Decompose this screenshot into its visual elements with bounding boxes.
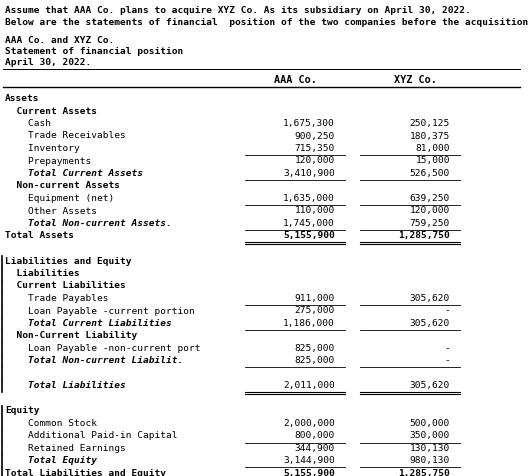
Text: 110,000: 110,000 xyxy=(295,206,335,215)
Text: Total Liabilities: Total Liabilities xyxy=(5,381,126,390)
Text: 1,285,750: 1,285,750 xyxy=(398,468,450,476)
Text: 1,186,000: 1,186,000 xyxy=(283,318,335,327)
Text: 3,144,900: 3,144,900 xyxy=(283,456,335,465)
Text: 715,350: 715,350 xyxy=(295,144,335,153)
Text: 15,000: 15,000 xyxy=(415,156,450,165)
Text: 5,155,900: 5,155,900 xyxy=(283,231,335,240)
Text: 350,000: 350,000 xyxy=(410,431,450,439)
Text: Retained Earnings: Retained Earnings xyxy=(5,443,126,452)
Text: 2,000,000: 2,000,000 xyxy=(283,418,335,427)
Text: Assets: Assets xyxy=(5,94,40,103)
Text: Equity: Equity xyxy=(5,406,40,415)
Text: Non-Current Liability: Non-Current Liability xyxy=(5,331,137,340)
Text: 1,675,300: 1,675,300 xyxy=(283,119,335,128)
Text: 305,620: 305,620 xyxy=(410,381,450,390)
Text: 911,000: 911,000 xyxy=(295,293,335,302)
Text: Inventory: Inventory xyxy=(5,144,80,153)
Text: 2,011,000: 2,011,000 xyxy=(283,381,335,390)
Text: Trade Receivables: Trade Receivables xyxy=(5,131,126,140)
Text: -: - xyxy=(444,306,450,315)
Text: Liabilities: Liabilities xyxy=(5,268,80,278)
Text: Current Assets: Current Assets xyxy=(5,106,97,115)
Text: AAA Co.: AAA Co. xyxy=(273,75,316,85)
Text: 120,000: 120,000 xyxy=(295,156,335,165)
Text: Total Equity: Total Equity xyxy=(5,456,97,465)
Text: Additional Paid-in Capital: Additional Paid-in Capital xyxy=(5,431,178,439)
Text: Below are the statements of financial  position of the two companies before the : Below are the statements of financial po… xyxy=(5,18,529,27)
Text: Cash: Cash xyxy=(5,119,51,128)
Text: -: - xyxy=(444,343,450,352)
Text: 5,155,900: 5,155,900 xyxy=(283,468,335,476)
Text: April 30, 2022.: April 30, 2022. xyxy=(5,58,91,67)
Text: Total Current Liabilities: Total Current Liabilities xyxy=(5,318,172,327)
Text: 825,000: 825,000 xyxy=(295,356,335,365)
Text: 1,745,000: 1,745,000 xyxy=(283,218,335,228)
Text: 120,000: 120,000 xyxy=(410,206,450,215)
Text: AAA Co. and XYZ Co.: AAA Co. and XYZ Co. xyxy=(5,36,114,45)
Text: Total Current Assets: Total Current Assets xyxy=(5,169,143,178)
Text: Equipment (net): Equipment (net) xyxy=(5,194,114,203)
Text: 639,250: 639,250 xyxy=(410,194,450,203)
Text: 275,000: 275,000 xyxy=(295,306,335,315)
Text: 980,130: 980,130 xyxy=(410,456,450,465)
Text: 305,620: 305,620 xyxy=(410,293,450,302)
Text: Assume that AAA Co. plans to acquire XYZ Co. As its subsidiary on April 30, 2022: Assume that AAA Co. plans to acquire XYZ… xyxy=(5,6,471,15)
Text: 1,285,750: 1,285,750 xyxy=(398,231,450,240)
Text: Prepayments: Prepayments xyxy=(5,156,91,165)
Text: Total Non-current Liabilit.: Total Non-current Liabilit. xyxy=(5,356,183,365)
Text: 825,000: 825,000 xyxy=(295,343,335,352)
Text: 305,620: 305,620 xyxy=(410,318,450,327)
Text: Liabilities and Equity: Liabilities and Equity xyxy=(5,256,132,265)
Text: 81,000: 81,000 xyxy=(415,144,450,153)
Text: Other Assets: Other Assets xyxy=(5,206,97,215)
Text: 526,500: 526,500 xyxy=(410,169,450,178)
Text: 800,000: 800,000 xyxy=(295,431,335,439)
Text: Statement of financial position: Statement of financial position xyxy=(5,47,183,56)
Text: 759,250: 759,250 xyxy=(410,218,450,228)
Text: -: - xyxy=(444,356,450,365)
Text: 250,125: 250,125 xyxy=(410,119,450,128)
Text: Total Non-current Assets.: Total Non-current Assets. xyxy=(5,218,172,228)
Text: 180,375: 180,375 xyxy=(410,131,450,140)
Text: 130,130: 130,130 xyxy=(410,443,450,452)
Text: Trade Payables: Trade Payables xyxy=(5,293,108,302)
Text: 3,410,900: 3,410,900 xyxy=(283,169,335,178)
Text: Loan Payable -current portion: Loan Payable -current portion xyxy=(5,306,195,315)
Text: Loan Payable -non-current port: Loan Payable -non-current port xyxy=(5,343,200,352)
Text: Common Stock: Common Stock xyxy=(5,418,97,427)
Text: Current Liabilities: Current Liabilities xyxy=(5,281,126,290)
Text: XYZ Co.: XYZ Co. xyxy=(394,75,436,85)
Text: Total Liabilities and Equity: Total Liabilities and Equity xyxy=(5,468,166,476)
Text: 900,250: 900,250 xyxy=(295,131,335,140)
Text: Total Assets: Total Assets xyxy=(5,231,74,240)
Text: 1,635,000: 1,635,000 xyxy=(283,194,335,203)
Text: Non-current Assets: Non-current Assets xyxy=(5,181,120,190)
Text: 500,000: 500,000 xyxy=(410,418,450,427)
Text: 344,900: 344,900 xyxy=(295,443,335,452)
